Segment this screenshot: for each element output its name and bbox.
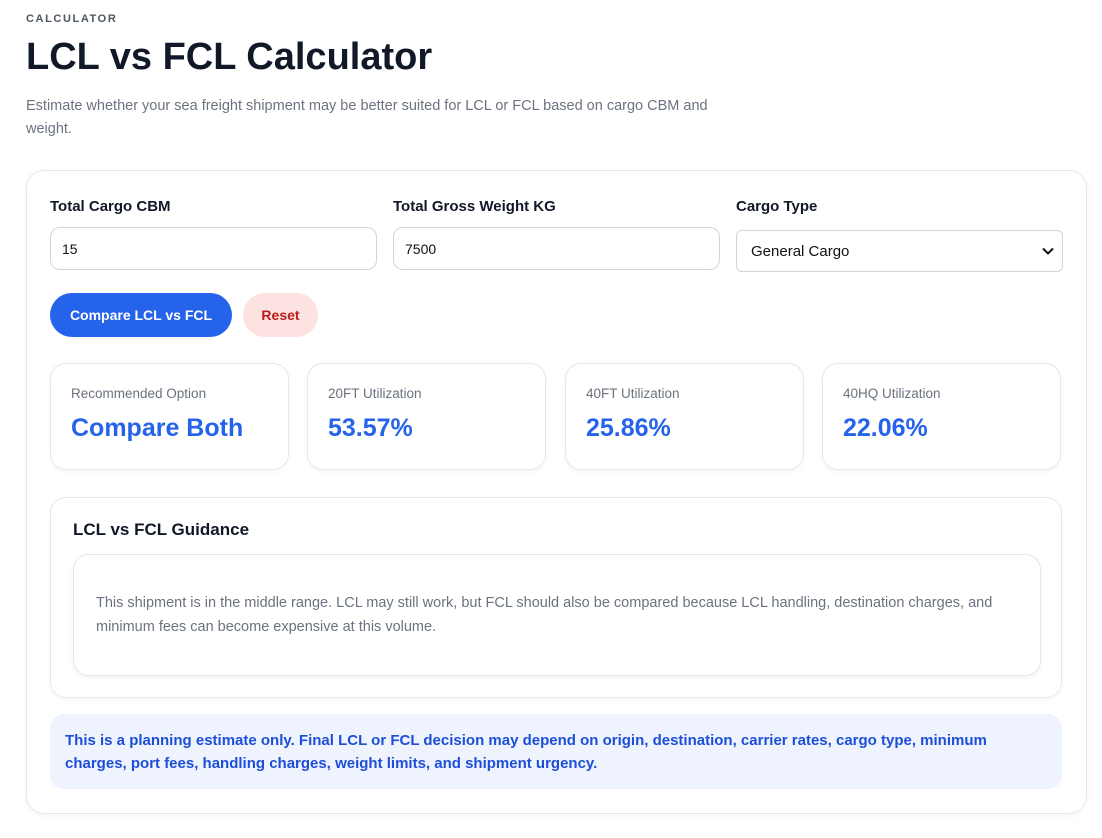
cargo-type-select[interactable]: General Cargo [736, 230, 1063, 272]
result-label: 40FT Utilization [586, 386, 680, 401]
reset-button[interactable]: Reset [243, 293, 318, 337]
cbm-input[interactable]: 15 [50, 227, 377, 270]
result-card: 20FT Utilization 53.57% [307, 363, 546, 470]
result-card: Recommended Option Compare Both [50, 363, 289, 470]
description: Estimate whether your sea freight shipme… [26, 98, 708, 137]
field-label: Total Gross Weight KG [393, 198, 556, 215]
result-value: 25.86% [586, 414, 671, 442]
page-title: LCL vs FCL Calculator [26, 36, 433, 78]
calculator-card: Total Cargo CBM 15 Total Gross Weight KG… [26, 170, 1087, 814]
result-label: 40HQ Utilization [843, 386, 941, 401]
select-value: General Cargo [751, 242, 850, 260]
result-label: 20FT Utilization [328, 386, 422, 401]
eyebrow: CALCULATOR [26, 13, 118, 25]
disclaimer-note: This is a planning estimate only. Final … [50, 714, 1062, 789]
guidance-text: This shipment is in the middle range. LC… [73, 554, 1041, 676]
field-label: Cargo Type [736, 198, 818, 215]
guidance-card: LCL vs FCL Guidance This shipment is in … [50, 497, 1062, 698]
chevron-icon [1042, 247, 1054, 255]
field: Cargo Type General Cargo [736, 198, 1063, 272]
field-label: Total Cargo CBM [50, 198, 171, 215]
result-label: Recommended Option [71, 386, 207, 401]
compare-button[interactable]: Compare LCL vs FCL [50, 293, 232, 337]
result-card: 40FT Utilization 25.86% [565, 363, 804, 470]
result-value: Compare Both [71, 414, 244, 442]
guidance-title: LCL vs FCL Guidance [73, 520, 250, 539]
result-value: 53.57% [328, 414, 413, 442]
field: Total Gross Weight KG 7500 [393, 198, 720, 270]
result-card: 40HQ Utilization 22.06% [822, 363, 1061, 470]
result-value: 22.06% [843, 414, 928, 442]
field: Total Cargo CBM 15 [50, 198, 377, 270]
weight-input[interactable]: 7500 [393, 227, 720, 270]
